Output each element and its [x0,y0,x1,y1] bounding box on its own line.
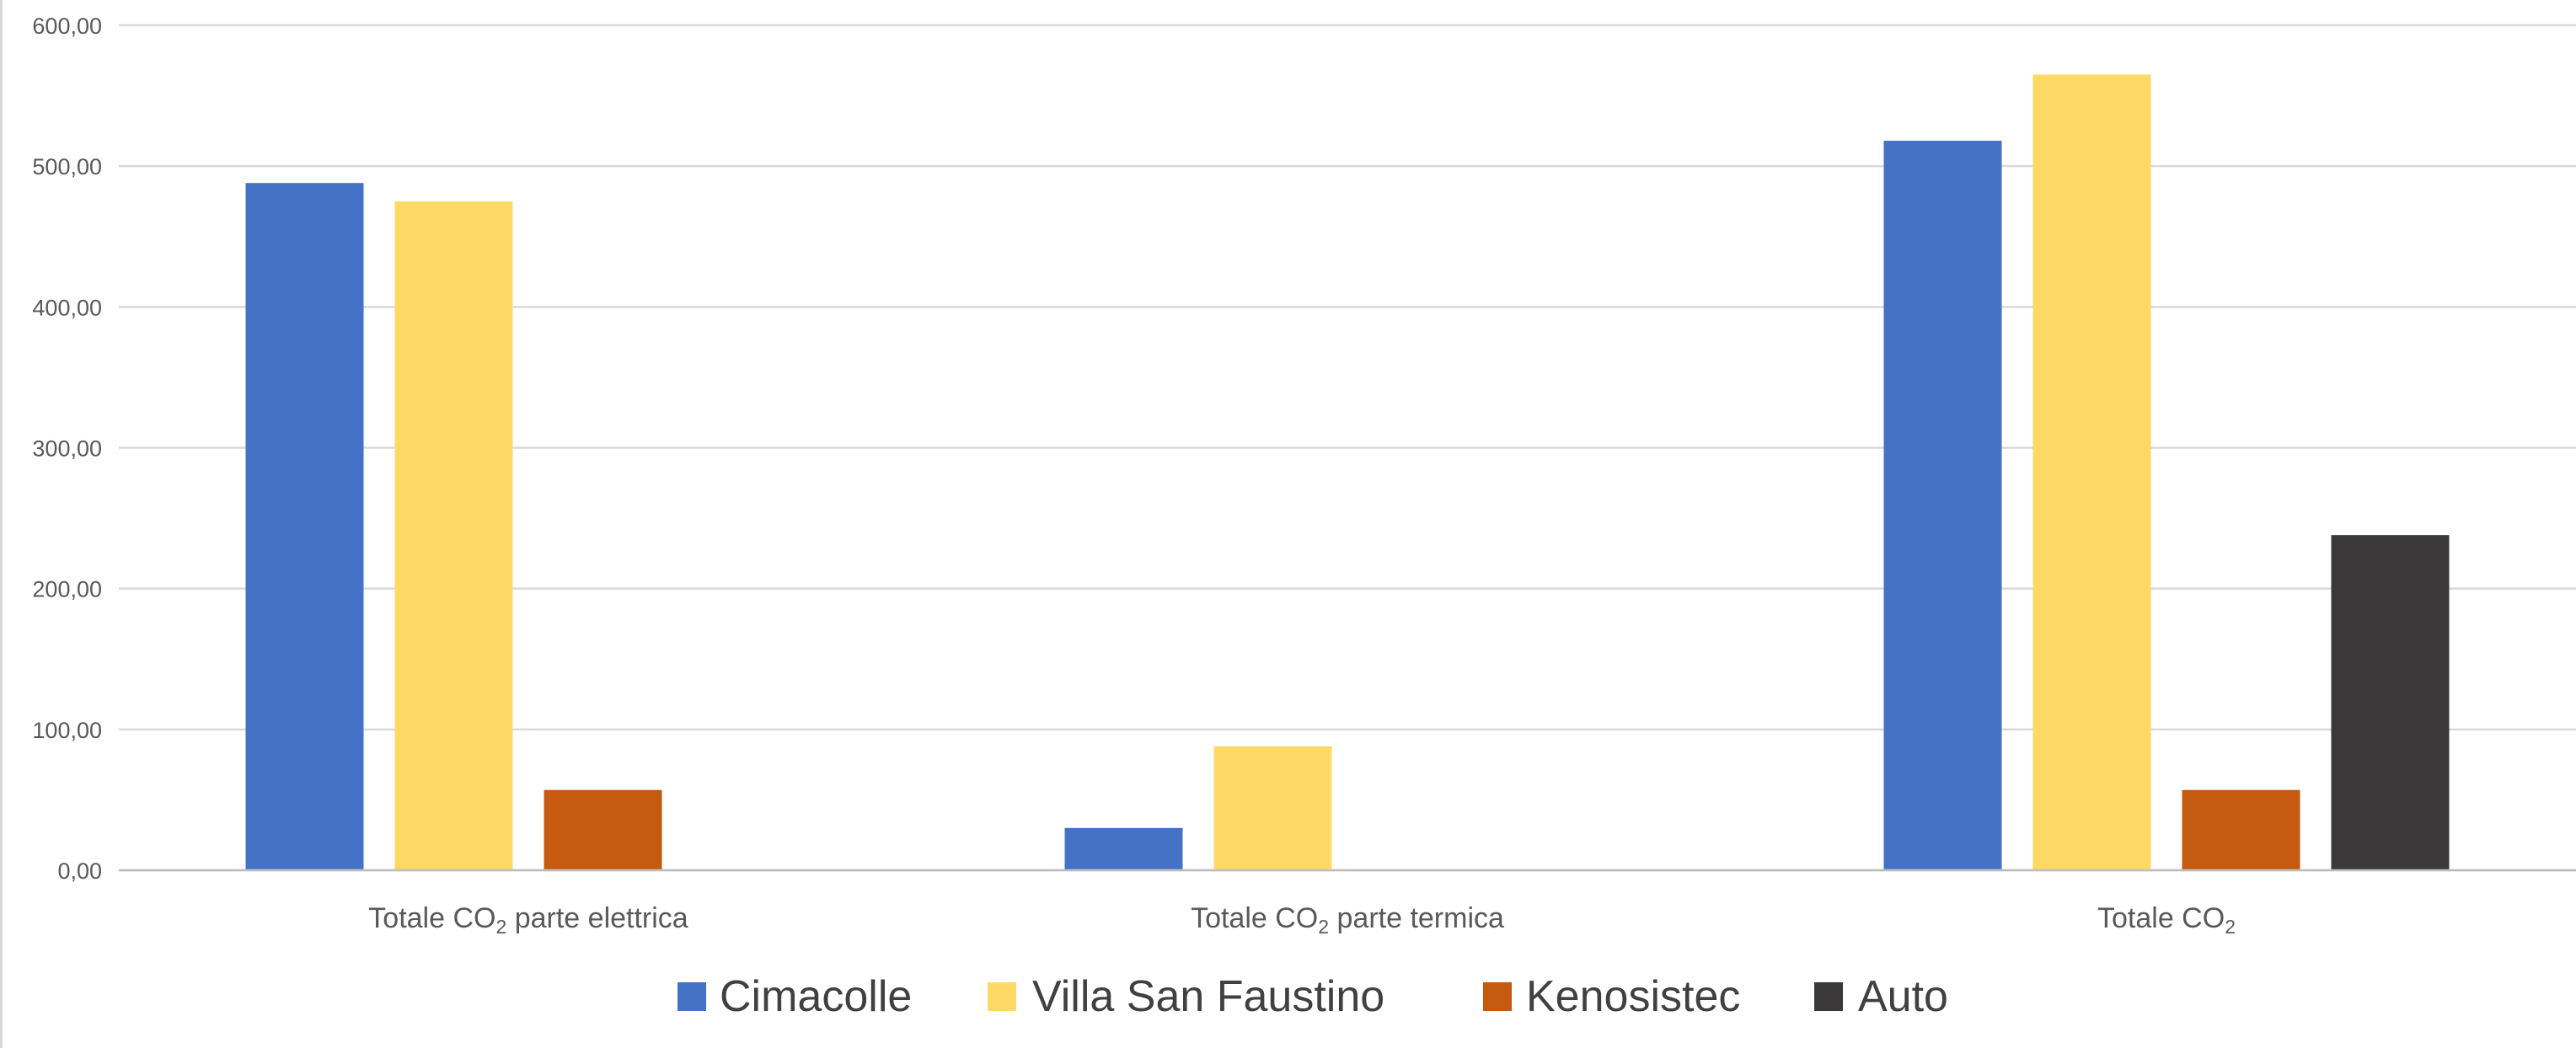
y-tick-label: 0,00 [57,858,102,884]
bar-villa-san-faustino [2032,74,2151,871]
bar-kenosistec [2182,789,2300,870]
legend-label-auto: Auto [1858,972,1948,1021]
y-tick-label: 300,00 [32,436,102,462]
legend-label-villa-san-faustino: Villa San Faustino [1032,972,1384,1021]
bar-auto [2331,535,2450,870]
legend: Cimacolle Villa San Faustino Kenosistec Aut… [677,972,1948,1021]
legend-label-kenosistec: Kenosistec [1526,972,1740,1021]
bar-villa-san-faustino [1213,746,1332,870]
bar-cimacolle [245,183,364,870]
x-category-label: Totale CO2 [2097,902,2236,938]
bar-cimacolle [1883,141,2002,870]
bar-kenosistec [544,789,662,870]
legend-swatch-auto [1814,982,1843,1011]
y-tick-label: 100,00 [32,718,102,743]
gridlines [119,24,2576,872]
y-tick-label: 500,00 [32,154,102,179]
bar-chart: 0,00 100,00 200,00 300,00 400,00 500,00 600,00… [32,13,2576,1021]
legend-label-cimacolle: Cimacolle [720,972,912,1021]
bars [119,74,2576,872]
legend-swatch-villa-san-faustino [988,982,1016,1011]
x-axis-categories: Totale CO2 parte elettrica Totale CO2 par… [368,902,2236,938]
y-tick-label: 600,00 [32,13,102,39]
legend-swatch-cimacolle [677,982,706,1011]
legend-swatch-kenosistec [1483,982,1512,1011]
y-tick-label: 400,00 [32,295,102,320]
bar-cimacolle [1064,827,1183,870]
y-tick-label: 200,00 [32,577,102,602]
y-axis-ticks: 0,00 100,00 200,00 300,00 400,00 500,00 600,00 [32,13,102,884]
x-category-label: Totale CO2 parte elettrica [368,902,688,938]
bar-villa-san-faustino [394,201,513,871]
x-category-label: Totale CO2 parte termica [1191,902,1504,938]
